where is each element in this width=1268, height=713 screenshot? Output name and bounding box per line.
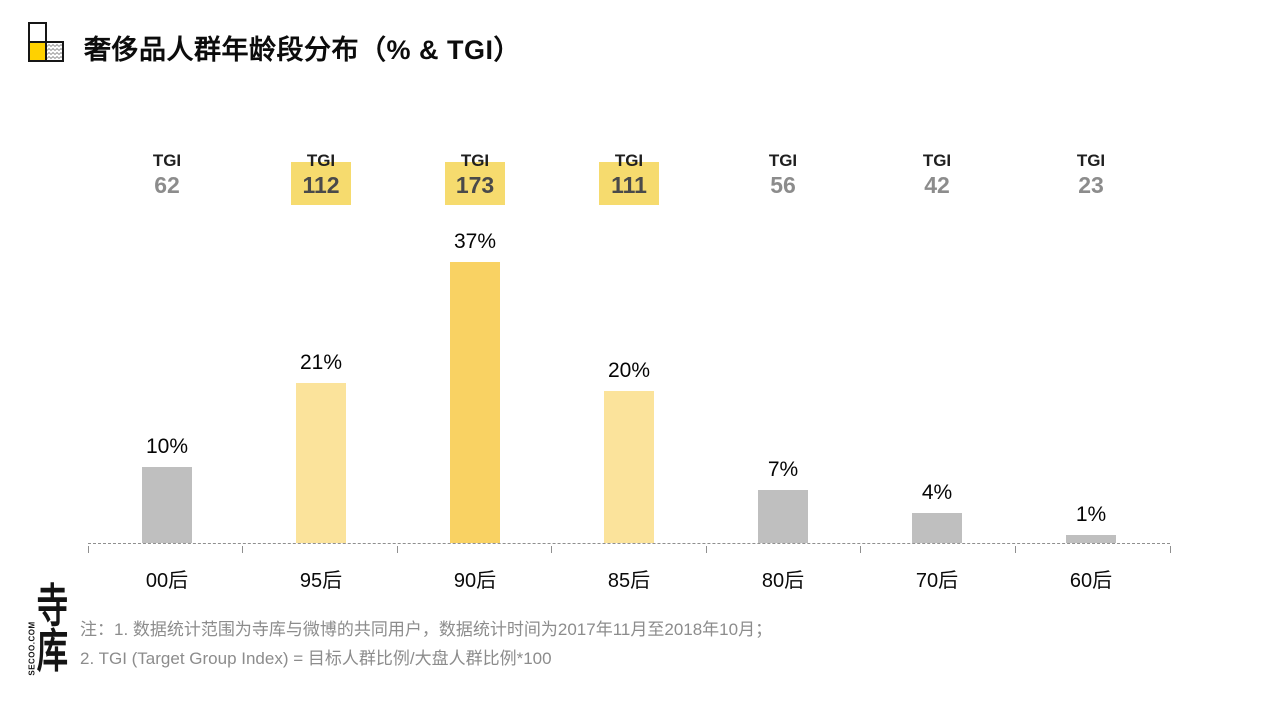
bar-value-label: 1% — [1075, 503, 1107, 527]
bar-60后 — [1066, 535, 1116, 543]
secoo-logo: SECOO.COM 寺 库 — [26, 580, 70, 706]
footnotes: 注：1. 数据统计范围为寺库与微博的共同用户，数据统计时间为2017年11月至2… — [80, 615, 772, 673]
tgi-label: TGI — [614, 151, 644, 170]
bar-value-label: 7% — [767, 457, 799, 481]
x-axis-baseline — [87, 543, 1171, 553]
tgi-block: TGI 111 — [552, 145, 706, 209]
wave-pattern-icon — [47, 43, 62, 60]
tgi-label: TGI — [306, 151, 336, 170]
chart-column-60后: TGI 23 1% 60后 — [1014, 145, 1168, 592]
tgi-value: 56 — [770, 172, 796, 198]
axis-tick — [551, 546, 553, 553]
axis-tick — [705, 546, 707, 553]
tgi-value: 62 — [154, 172, 180, 198]
bar-value-label: 20% — [607, 359, 651, 382]
chart-column-90后: TGI 173 37% 90后 — [398, 145, 552, 592]
axis-tick — [87, 546, 89, 553]
tgi-highlight — [599, 162, 659, 205]
tgi-highlight — [445, 162, 505, 205]
tgi-block: TGI 56 — [706, 145, 860, 209]
icon-square-white — [28, 22, 47, 43]
x-axis-label: 00后 — [145, 570, 189, 592]
chart-column-95后: TGI 112 21% 95后 — [244, 145, 398, 592]
axis-tick — [860, 546, 862, 553]
bar-value-label: 10% — [145, 435, 189, 458]
bar-value-label: 4% — [921, 480, 953, 504]
bar-00后 — [142, 467, 192, 543]
bar-90后 — [450, 261, 500, 543]
bar-70后 — [912, 512, 962, 543]
bar-value-label: 37% — [453, 229, 497, 253]
chart-column-85后: TGI 111 20% 85后 — [552, 145, 706, 592]
tgi-block: TGI 42 — [860, 145, 1014, 209]
x-axis-label: 95后 — [299, 570, 343, 592]
x-axis-label: 70后 — [915, 570, 959, 592]
axis-tick — [242, 546, 244, 553]
x-axis-label: 60后 — [1069, 570, 1113, 592]
secoo-logo-characters: 寺 库 — [36, 580, 68, 678]
x-axis-label: 80后 — [761, 570, 805, 592]
bar-85后 — [604, 391, 654, 543]
icon-square-wave-pattern — [45, 41, 64, 62]
x-axis-label: 90后 — [453, 570, 497, 592]
tgi-value: 173 — [455, 172, 495, 198]
tgi-label: TGI — [922, 151, 952, 170]
bar-95后 — [296, 383, 346, 543]
title-bullet-icon — [28, 22, 65, 63]
chart-column-00后: TGI 62 10% 00后 — [90, 145, 244, 592]
secoo-logo-char-2: 库 — [36, 625, 68, 678]
axis-tick — [396, 546, 398, 553]
tgi-block: TGI 173 — [398, 145, 552, 209]
axis-tick — [1014, 546, 1016, 553]
bar-chart: TGI 62 10% 00后 TGI 112 21% 95后 TGI 173 37% 90后 TGI 11… — [87, 145, 1171, 592]
tgi-highlight — [291, 162, 351, 205]
tgi-label: TGI — [152, 151, 182, 170]
footnote-line-1: 注：1. 数据统计范围为寺库与微博的共同用户，数据统计时间为2017年11月至2… — [80, 620, 773, 639]
tgi-block: TGI 62 — [90, 145, 244, 209]
bar-80后 — [758, 489, 808, 543]
tgi-label: TGI — [1076, 151, 1106, 170]
tgi-value: 112 — [302, 172, 340, 198]
chart-columns: TGI 62 10% 00后 TGI 112 21% 95后 TGI 173 37% 90后 TGI 11… — [90, 145, 1168, 592]
chart-column-80后: TGI 56 7% 80后 — [706, 145, 860, 592]
axis-tick — [1169, 546, 1171, 553]
footnote-line-2: 2. TGI (Target Group Index) = 目标人群比例/大盘人… — [80, 649, 552, 668]
tgi-label: TGI — [768, 151, 798, 170]
tgi-value: 23 — [1078, 172, 1104, 198]
tgi-block: TGI 112 — [244, 145, 398, 209]
tgi-value: 111 — [611, 172, 647, 198]
secoo-logo-url-text: SECOO.COM — [27, 621, 37, 676]
page-title: 奢侈品人群年龄段分布（% & TGI） — [84, 35, 522, 65]
tgi-value: 42 — [924, 172, 950, 198]
secoo-logo-char-1: 寺 — [36, 580, 68, 632]
chart-column-70后: TGI 42 4% 70后 — [860, 145, 1014, 592]
x-axis-label: 85后 — [607, 570, 651, 592]
bar-value-label: 21% — [299, 351, 343, 375]
tgi-block: TGI 23 — [1014, 145, 1168, 209]
tgi-label: TGI — [460, 151, 490, 170]
